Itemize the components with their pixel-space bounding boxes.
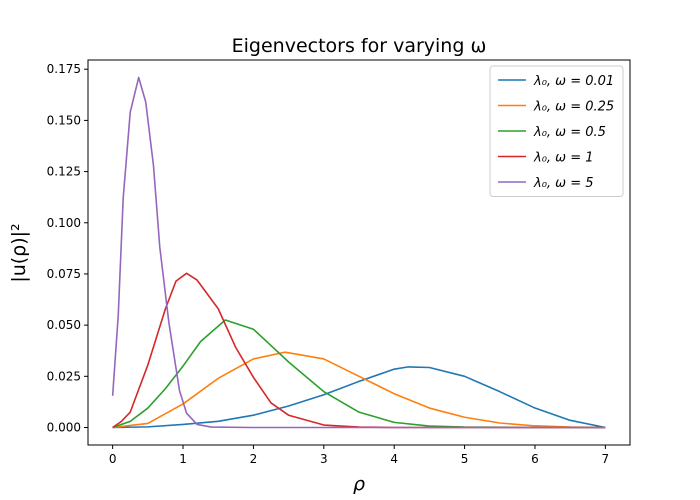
y-tick-label: 0.000 [47, 420, 81, 434]
legend-box [489, 65, 624, 197]
x-tick-label: 0 [109, 452, 117, 466]
legend-label-0: λ₀, ω = 0.01 [533, 74, 614, 89]
series-line-1 [112, 351, 606, 429]
y-tick-label: 0.075 [47, 267, 81, 281]
x-tick-label: 6 [531, 452, 539, 466]
y-tick-label: 0.100 [47, 216, 81, 230]
x-tick-label: 4 [390, 452, 398, 466]
series-line-0 [112, 366, 606, 429]
legend-label-1: λ₀, ω = 0.25 [533, 100, 614, 115]
y-tick-label: 0.150 [47, 113, 81, 127]
x-tick-label: 7 [602, 452, 610, 466]
x-tick-label: 5 [461, 452, 469, 466]
y-tick-label: 0.125 [47, 165, 81, 179]
y-tick-label: 0.050 [47, 318, 81, 332]
series-line-4 [111, 76, 606, 429]
series-line-2 [112, 319, 606, 429]
legend-label-2: λ₀, ω = 0.5 [533, 125, 606, 140]
axes-frame [87, 59, 631, 446]
chart-title: Eigenvectors for varying ω [232, 35, 487, 57]
y-tick-label: 0.175 [47, 62, 81, 76]
x-tick-label: 1 [179, 452, 187, 466]
legend-label-4: λ₀, ω = 5 [533, 176, 593, 191]
legend-label-3: λ₀, ω = 1 [533, 151, 593, 166]
x-tick-label: 3 [320, 452, 328, 466]
y-tick-label: 0.025 [47, 369, 81, 383]
x-tick-label: 2 [250, 452, 258, 466]
x-axis-label: ρ [353, 473, 365, 495]
y-axis-label: |u(ρ)|² [8, 223, 30, 282]
plot-area: 0 1 2 3 4 5 6 7 0.000 0.025 0.050 0.075 0.100 0.125 0.… [47, 59, 631, 466]
